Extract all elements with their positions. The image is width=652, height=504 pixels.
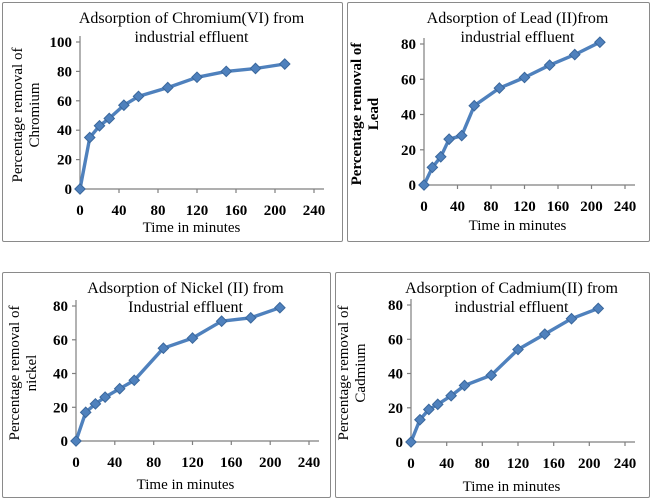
y-axis-label-line1: Percentage removal of (7, 305, 24, 441)
svg-text:0: 0 (396, 435, 404, 451)
svg-text:0: 0 (407, 456, 415, 472)
svg-text:100: 100 (50, 35, 73, 51)
svg-text:40: 40 (53, 367, 68, 383)
svg-text:40: 40 (401, 108, 416, 124)
chart-panel-cadmium: 0 20 40 60 80 0 40 80 120 160 200 240 Adsorption of… (335, 272, 650, 498)
svg-text:0: 0 (420, 199, 428, 215)
svg-text:80: 80 (475, 456, 490, 472)
svg-text:40: 40 (388, 367, 403, 383)
svg-text:20: 20 (388, 401, 403, 417)
svg-text:200: 200 (264, 203, 287, 219)
svg-text:40: 40 (107, 455, 122, 471)
svg-text:160: 160 (225, 203, 248, 219)
chart-title: Adsorption of Chromium(VI) from industri… (43, 9, 340, 47)
chart-title: Adsorption of Cadmium(II) from industria… (376, 279, 647, 317)
svg-text:200: 200 (259, 455, 282, 471)
y-axis-label-line2: Chromium (27, 82, 43, 148)
svg-text:160: 160 (542, 456, 565, 472)
chart-title-line2: industrial effluent (454, 299, 569, 317)
chart-panel-lead: 0 20 40 60 80 0 40 80 120 160 200 240 Adsorption of… (347, 2, 650, 242)
chart-panel-nickel: 0 20 40 60 80 0 40 80 120 160 200 240 Adsorption of… (2, 272, 331, 498)
y-axis-label: Percentage removal of Cadmium (336, 306, 370, 441)
chart-panel-chromium: 0 20 40 60 80 100 0 40 80 120 160 200 240 Adsorption… (2, 2, 343, 242)
svg-text:80: 80 (146, 455, 161, 471)
y-axis-label-line1: Percentage removal of (349, 42, 366, 186)
svg-text:120: 120 (513, 199, 536, 215)
y-axis-label-line1: Percentage removal of (336, 305, 353, 441)
svg-text:60: 60 (388, 332, 403, 348)
y-axis-label-line1: Percentage removal of (10, 47, 27, 183)
svg-text:80: 80 (401, 37, 416, 53)
x-axis-label: Time in minutes (462, 479, 561, 495)
chart-title-line2: industrial effluent (460, 29, 575, 47)
plot-area-nickel: 0 20 40 60 80 0 40 80 120 160 200 240 (53, 299, 321, 471)
svg-text:40: 40 (57, 123, 72, 139)
svg-text:80: 80 (151, 203, 166, 219)
chart-title: Adsorption of Lead (II)from industrial e… (388, 9, 647, 47)
svg-text:240: 240 (614, 199, 637, 215)
y-axis-label-line2: nickel (24, 354, 40, 392)
y-axis-label: Percentage removal of Chromium (10, 48, 44, 183)
y-axis-label: Percentage removal of Lead (349, 43, 383, 186)
svg-text:240: 240 (614, 456, 637, 472)
svg-text:160: 160 (220, 455, 243, 471)
x-axis-label: Time in minutes (468, 218, 567, 234)
svg-text:0: 0 (76, 203, 84, 219)
svg-text:120: 120 (507, 456, 530, 472)
svg-text:240: 240 (303, 203, 326, 219)
y-axis-label-line2: Lead (366, 97, 382, 131)
plot-area-lead: 0 20 40 60 80 0 40 80 120 160 200 240 (401, 36, 637, 215)
plot-area-cadmium: 0 20 40 60 80 0 40 80 120 160 200 240 (388, 298, 637, 472)
svg-text:0: 0 (72, 455, 80, 471)
chart-title-line1: Adsorption of Chromium(VI) from (78, 10, 305, 27)
svg-text:60: 60 (401, 72, 416, 88)
svg-text:60: 60 (57, 94, 72, 110)
svg-text:80: 80 (388, 298, 403, 314)
svg-text:0: 0 (65, 182, 73, 198)
y-axis-label-line2: Cadmium (353, 343, 369, 403)
svg-text:40: 40 (450, 199, 465, 215)
svg-text:200: 200 (580, 199, 603, 215)
y-axis-label: Percentage removal of nickel (7, 306, 41, 441)
chart-title-line1: Adsorption of Nickel (II) from (87, 280, 284, 297)
x-axis-label: Time in minutes (136, 477, 235, 493)
svg-text:60: 60 (53, 333, 68, 349)
svg-text:80: 80 (484, 199, 499, 215)
svg-text:200: 200 (578, 456, 601, 472)
svg-text:0: 0 (61, 434, 69, 450)
chart-title-line1: Adsorption of Lead (II)from (426, 10, 609, 27)
svg-text:120: 120 (181, 455, 204, 471)
svg-text:0: 0 (409, 178, 417, 194)
svg-text:40: 40 (112, 203, 127, 219)
plot-area-chromium: 0 20 40 60 80 100 0 40 80 120 160 200 240 (50, 35, 326, 219)
x-axis-label: Time in minutes (142, 220, 241, 236)
svg-text:40: 40 (439, 456, 454, 472)
svg-text:20: 20 (53, 400, 68, 416)
svg-text:20: 20 (401, 143, 416, 159)
svg-text:120: 120 (186, 203, 209, 219)
chart-title-line2: Industrial effluent (128, 299, 243, 317)
svg-text:240: 240 (298, 455, 321, 471)
svg-text:160: 160 (547, 199, 570, 215)
svg-text:80: 80 (57, 64, 72, 80)
svg-text:20: 20 (57, 153, 72, 169)
chart-title-line1: Adsorption of Cadmium(II) from (405, 280, 618, 297)
chart-title-line2: industrial effluent (134, 29, 249, 47)
svg-text:80: 80 (53, 299, 68, 315)
chart-title: Adsorption of Nickel (II) from Industria… (43, 279, 328, 317)
